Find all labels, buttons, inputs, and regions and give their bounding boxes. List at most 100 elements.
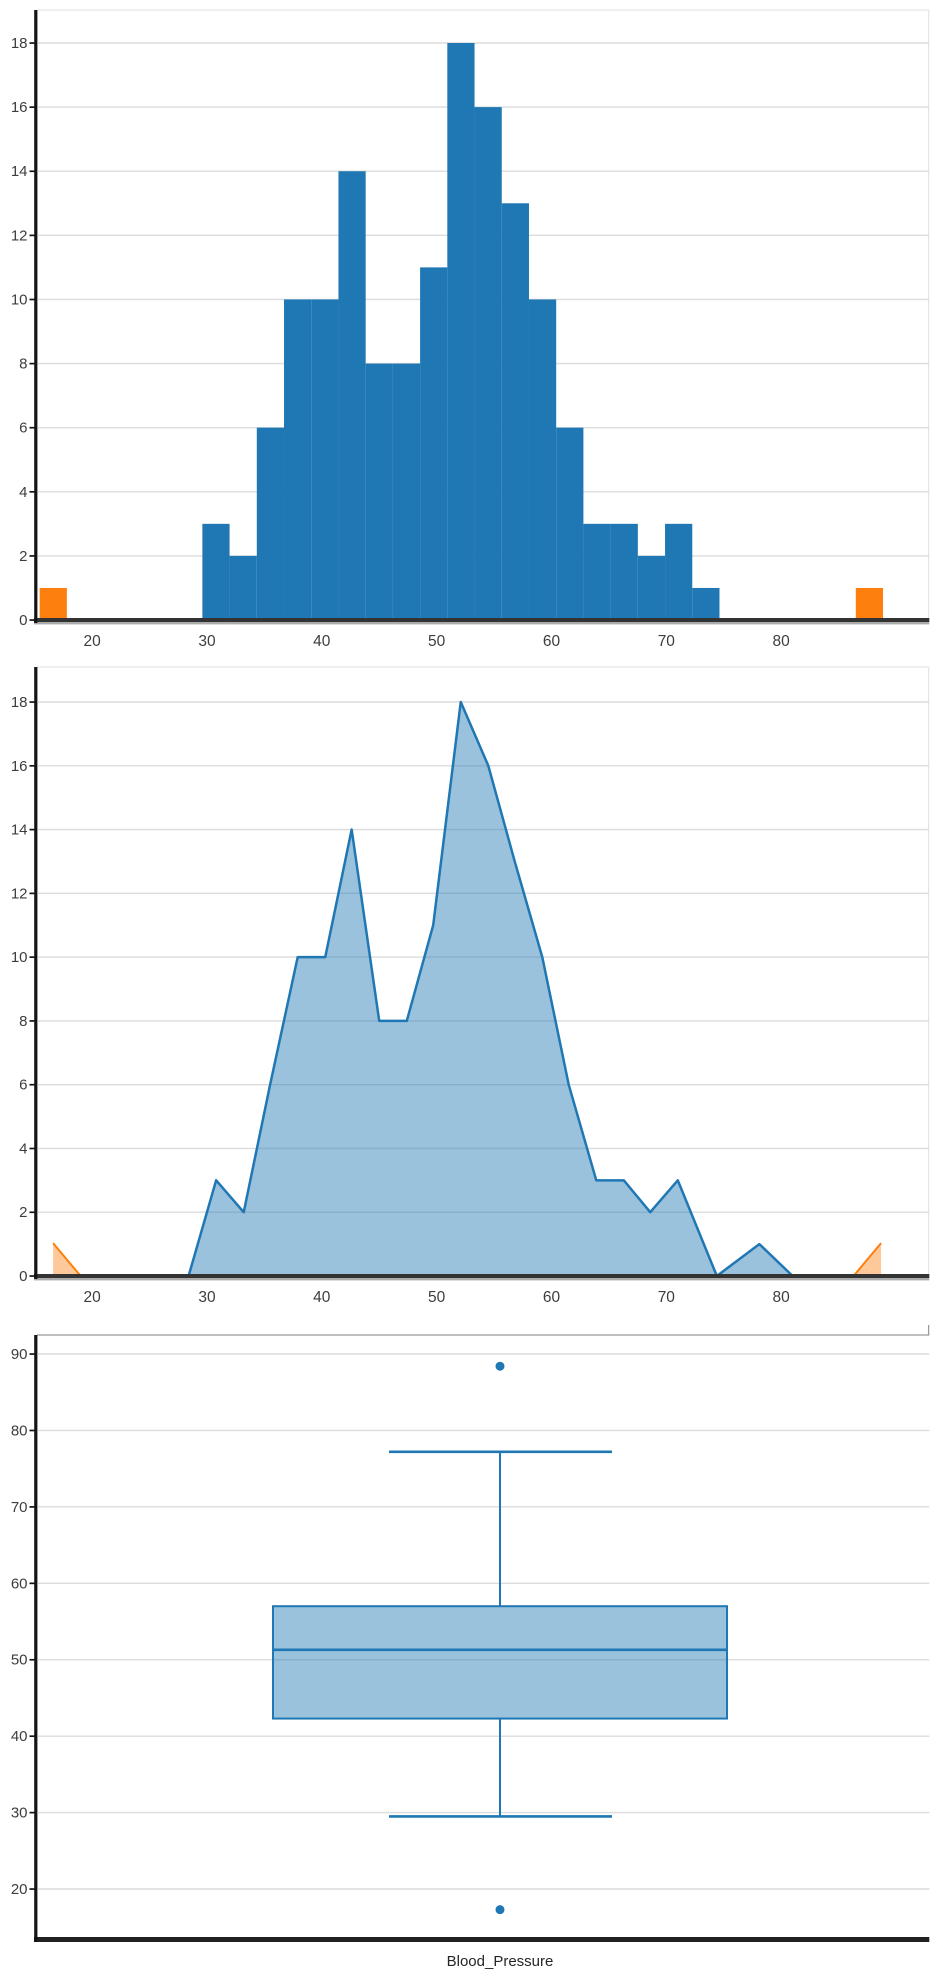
y-tick-mark — [29, 1506, 35, 1508]
x-tick-label: 70 — [658, 1289, 676, 1306]
y-tick-mark — [29, 956, 35, 959]
y-tick-mark — [29, 1275, 35, 1277]
histogram-bar — [528, 299, 557, 620]
y-tick-mark — [29, 701, 35, 703]
y-tick-label: 8 — [19, 1013, 27, 1030]
y-tick-mark — [29, 1582, 35, 1585]
plot-background — [0, 661, 930, 1325]
y-tick-label: 4 — [19, 1140, 27, 1157]
y-tick-mark — [29, 170, 35, 173]
y-axis-spine — [34, 1335, 38, 1942]
y-tick-label: 12 — [11, 885, 28, 902]
outlier-bars — [39, 587, 884, 620]
x-axis-line — [34, 618, 930, 623]
histogram-bar — [583, 523, 611, 620]
y-tick-mark — [29, 1658, 35, 1661]
histogram-bar — [229, 555, 257, 620]
category-label: Blood_Pressure — [447, 1953, 554, 1970]
y-tick-mark — [29, 1020, 35, 1022]
y-tick-label: 6 — [19, 420, 27, 437]
y-tick-mark — [29, 1211, 35, 1214]
histogram-svg: 0 2 4 6 8 10 12 14 16 18 20 30 40 50 60 70 80 — [0, 0, 930, 661]
histogram-chart: 0 2 4 6 8 10 12 14 16 18 20 30 40 50 60 70 80 — [0, 0, 930, 661]
iqr-box — [272, 1605, 728, 1720]
histogram-bar — [202, 523, 230, 620]
y-tick-mark — [29, 1147, 35, 1150]
histogram-bar — [474, 107, 502, 621]
frequency-polygon-svg: 0 2 4 6 8 10 12 14 16 18 20 30 40 50 60 70 80 — [0, 661, 930, 1325]
y-tick-label: 18 — [11, 35, 28, 52]
y-tick-label: 2 — [19, 548, 27, 565]
histogram-bar — [365, 363, 393, 620]
y-tick-label: 20 — [11, 1881, 28, 1898]
y-tick-label: 10 — [11, 949, 28, 966]
histogram-bar — [311, 299, 339, 620]
y-tick-label: 8 — [19, 356, 27, 373]
y-tick-mark — [29, 619, 35, 621]
histogram-bar — [420, 267, 448, 620]
x-axis-shadow — [34, 622, 930, 625]
outlier-point — [495, 1905, 505, 1915]
x-tick-label: 20 — [83, 633, 101, 650]
y-tick-mark — [29, 298, 35, 301]
y-tick-label: 90 — [11, 1346, 28, 1363]
y-tick-mark — [29, 234, 35, 237]
x-tick-label: 50 — [428, 1289, 446, 1306]
y-tick-mark — [29, 764, 35, 767]
y-axis-spine — [34, 10, 38, 623]
y-tick-mark — [29, 1429, 35, 1432]
y-tick-label: 60 — [11, 1575, 28, 1592]
y-tick-label: 6 — [19, 1077, 27, 1094]
histogram-bars — [202, 43, 720, 621]
y-tick-label: 16 — [11, 99, 28, 116]
boxplot-svg: 20 30 40 50 60 70 80 90 Blood_Pressure — [0, 1325, 930, 1986]
y-tick-label: 18 — [11, 694, 28, 711]
boxplot-chart: 20 30 40 50 60 70 80 90 Blood_Pressure — [0, 1325, 930, 1986]
histogram-bar — [392, 363, 421, 620]
y-tick-label: 30 — [11, 1805, 28, 1822]
plot-background — [0, 1325, 930, 1986]
x-axis-line — [34, 1274, 930, 1279]
y-tick-label: 14 — [11, 822, 28, 839]
y-tick-mark — [29, 1353, 35, 1355]
outlier-bar — [855, 587, 884, 620]
polygon-line — [187, 700, 794, 1278]
histogram-bar — [447, 43, 475, 620]
x-axis-line — [34, 1937, 930, 1942]
y-tick-mark — [29, 1811, 35, 1814]
x-tick-label: 30 — [198, 1289, 216, 1306]
histogram-bar — [284, 299, 312, 620]
x-tick-label: 50 — [428, 633, 446, 650]
y-tick-mark — [29, 490, 35, 493]
x-axis-shadow — [34, 1278, 930, 1281]
y-tick-label: 10 — [11, 291, 28, 308]
histogram-bar — [256, 427, 285, 620]
frequency-polygon-chart: 0 2 4 6 8 10 12 14 16 18 20 30 40 50 60 70 80 — [0, 661, 930, 1325]
y-tick-label: 80 — [11, 1422, 28, 1439]
histogram-bar — [692, 587, 720, 620]
x-tick-label: 60 — [543, 633, 561, 650]
x-tick-label: 80 — [773, 1289, 791, 1306]
y-tick-mark — [29, 892, 35, 895]
y-tick-label: 40 — [11, 1728, 28, 1745]
y-tick-label: 16 — [11, 758, 28, 775]
x-tick-label: 80 — [773, 633, 791, 650]
y-tick-mark — [29, 106, 35, 109]
x-tick-label: 20 — [83, 1289, 101, 1306]
y-tick-mark — [29, 1083, 35, 1086]
y-tick-label: 2 — [19, 1204, 27, 1221]
histogram-bar — [665, 523, 693, 620]
x-tick-label: 40 — [313, 1289, 331, 1306]
y-tick-label: 70 — [11, 1499, 28, 1516]
polygon-area-fill — [188, 702, 793, 1276]
y-tick-mark — [29, 42, 35, 44]
y-tick-label: 50 — [11, 1652, 28, 1669]
x-tick-label: 70 — [658, 633, 676, 650]
y-tick-label: 0 — [19, 1268, 27, 1285]
outlier-bar — [39, 587, 67, 620]
y-tick-mark — [29, 555, 35, 557]
y-tick-mark — [29, 1888, 35, 1890]
outlier-point — [495, 1361, 505, 1371]
histogram-bar — [338, 171, 366, 620]
y-tick-mark — [29, 426, 35, 429]
